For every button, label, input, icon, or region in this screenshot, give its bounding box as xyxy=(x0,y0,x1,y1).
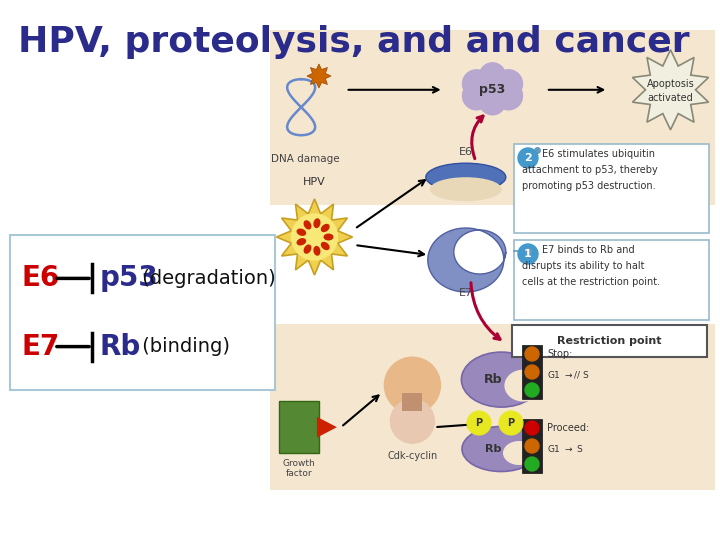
FancyBboxPatch shape xyxy=(279,401,319,453)
Polygon shape xyxy=(307,64,331,88)
Text: Rb: Rb xyxy=(485,444,501,454)
Ellipse shape xyxy=(321,224,330,232)
Circle shape xyxy=(518,244,538,264)
Text: Proceed:: Proceed: xyxy=(547,423,589,433)
Circle shape xyxy=(525,347,539,361)
FancyBboxPatch shape xyxy=(402,393,423,411)
Text: P: P xyxy=(475,418,482,428)
Text: p53: p53 xyxy=(480,83,505,96)
Circle shape xyxy=(525,421,539,435)
Text: p53: p53 xyxy=(100,265,158,292)
Ellipse shape xyxy=(462,427,540,471)
Text: Growth: Growth xyxy=(282,459,315,468)
FancyBboxPatch shape xyxy=(512,325,707,357)
Circle shape xyxy=(525,383,539,397)
FancyBboxPatch shape xyxy=(270,30,715,205)
Ellipse shape xyxy=(462,352,541,407)
Circle shape xyxy=(390,399,434,443)
Polygon shape xyxy=(317,417,337,437)
Text: attachment to p53, thereby: attachment to p53, thereby xyxy=(522,165,658,175)
Ellipse shape xyxy=(321,242,330,250)
FancyBboxPatch shape xyxy=(514,144,709,233)
Ellipse shape xyxy=(430,177,502,201)
Circle shape xyxy=(480,89,505,115)
FancyBboxPatch shape xyxy=(522,419,542,473)
Circle shape xyxy=(467,411,491,435)
Text: G1 $\rightarrow$// S: G1 $\rightarrow$// S xyxy=(547,368,590,380)
Ellipse shape xyxy=(304,245,312,254)
Text: cells at the restriction point.: cells at the restriction point. xyxy=(522,277,660,287)
Ellipse shape xyxy=(323,233,333,240)
Circle shape xyxy=(462,70,490,98)
Text: (binding): (binding) xyxy=(136,337,230,356)
Circle shape xyxy=(384,357,441,413)
Ellipse shape xyxy=(503,441,535,465)
Text: disrupts its ability to halt: disrupts its ability to halt xyxy=(522,261,644,271)
Text: promoting p53 destruction.: promoting p53 destruction. xyxy=(522,181,656,191)
Circle shape xyxy=(495,82,523,110)
Text: E7: E7 xyxy=(459,288,473,298)
Ellipse shape xyxy=(313,218,320,228)
Text: factor: factor xyxy=(286,469,312,478)
Ellipse shape xyxy=(297,228,306,236)
Text: Stop:: Stop: xyxy=(547,349,572,359)
FancyBboxPatch shape xyxy=(270,325,715,490)
Ellipse shape xyxy=(505,369,542,402)
Ellipse shape xyxy=(297,238,306,246)
Text: (degradation): (degradation) xyxy=(136,269,276,288)
Circle shape xyxy=(518,148,538,168)
Text: activated: activated xyxy=(647,93,693,103)
Ellipse shape xyxy=(313,246,320,256)
Text: E6 stimulates ubiquitin: E6 stimulates ubiquitin xyxy=(542,149,655,159)
Text: Apoptosis: Apoptosis xyxy=(647,79,694,89)
Polygon shape xyxy=(428,228,505,292)
Ellipse shape xyxy=(426,163,505,191)
Circle shape xyxy=(525,457,539,471)
Text: 1: 1 xyxy=(524,249,532,259)
Polygon shape xyxy=(276,199,353,275)
Text: Rb: Rb xyxy=(484,373,503,386)
Circle shape xyxy=(525,439,539,453)
Ellipse shape xyxy=(304,220,312,230)
Text: 2: 2 xyxy=(524,153,532,163)
Circle shape xyxy=(499,411,523,435)
Text: DNA damage: DNA damage xyxy=(271,154,340,164)
Text: G1 $\rightarrow$ S: G1 $\rightarrow$ S xyxy=(547,442,584,454)
FancyBboxPatch shape xyxy=(514,240,709,320)
Circle shape xyxy=(472,70,513,110)
FancyBboxPatch shape xyxy=(522,345,542,399)
Circle shape xyxy=(525,365,539,379)
Text: P: P xyxy=(508,418,515,428)
Text: HPV: HPV xyxy=(303,177,326,187)
Circle shape xyxy=(462,82,490,110)
Text: Cdk-cyclin: Cdk-cyclin xyxy=(387,451,438,461)
Circle shape xyxy=(480,63,505,89)
FancyBboxPatch shape xyxy=(10,235,275,390)
Circle shape xyxy=(292,214,338,260)
Polygon shape xyxy=(632,50,708,130)
Text: HPV, proteolysis, and and cancer: HPV, proteolysis, and and cancer xyxy=(18,25,690,59)
Text: E7: E7 xyxy=(22,333,60,361)
Circle shape xyxy=(495,70,523,98)
Text: E6: E6 xyxy=(22,265,60,292)
Text: Rb: Rb xyxy=(100,333,141,361)
Text: E6: E6 xyxy=(459,147,473,157)
Text: E7 binds to Rb and: E7 binds to Rb and xyxy=(542,245,634,255)
Text: Restriction point: Restriction point xyxy=(557,336,661,346)
